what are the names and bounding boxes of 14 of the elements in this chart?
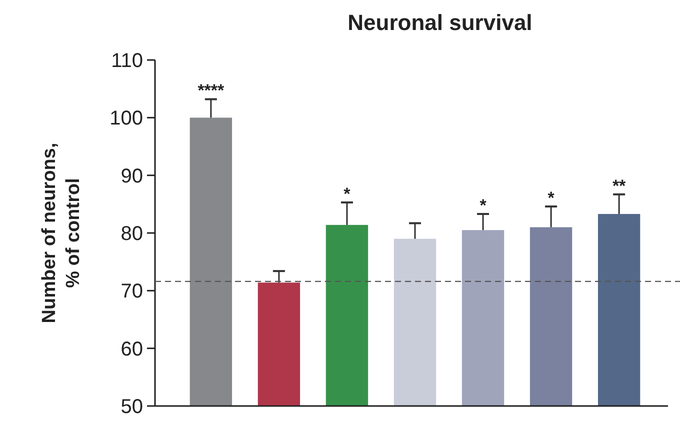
y-tick-label: 70 [120,280,143,303]
data-label: ** [612,176,626,196]
data-label: * [548,188,555,208]
chart-title: Neuronal survival [348,10,532,35]
y-tick-label: 110 [111,50,143,72]
y-tick-label: 80 [120,223,143,245]
y-axis-title: Number of neurons, % of control [39,142,84,324]
data-label: * [480,196,487,215]
data-label: * [344,184,351,204]
y-tick-label: 90 [120,165,143,188]
y-tick-label: 60 [120,338,143,360]
y-tick-label: 100 [110,108,143,130]
y-tick-label: 50 [120,396,143,418]
data-label: **** [198,81,225,100]
